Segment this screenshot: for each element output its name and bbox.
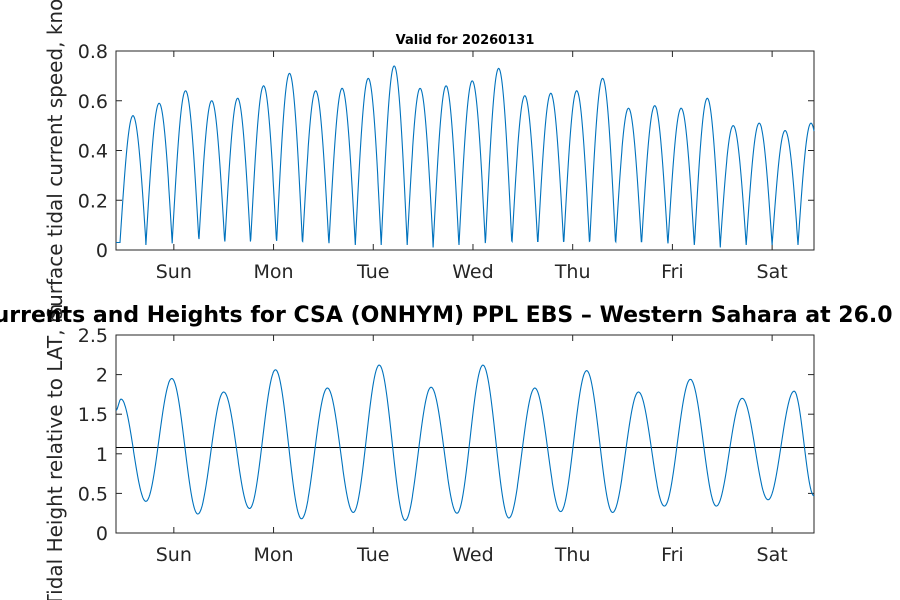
current-speed-xtick-label: Mon xyxy=(254,261,294,283)
current-speed-xtick-label: Sat xyxy=(757,261,788,283)
tidal-height-tick-group xyxy=(116,334,814,534)
current-speed-plot-area xyxy=(115,50,815,251)
tidal-height-xtick-label: Thu xyxy=(554,544,591,566)
tidal-height-ytick-label: 0 xyxy=(96,523,108,545)
current-speed-axes: 0 0.2 0.4 0.6 0.8 Sun Mon Tue Wed Thu Fri Sat Valid… xyxy=(43,0,815,320)
tidal-height-xtick-label: Sat xyxy=(757,544,788,566)
tidal-height-xtick-label: Mon xyxy=(254,544,294,566)
current-speed-title: Valid for 20260131 xyxy=(396,33,535,48)
tidal-height-ytick-label: 0.5 xyxy=(78,483,108,505)
current-speed-ylabel: Surface tidal current speed, knots xyxy=(43,0,67,320)
current-speed-xtick-label: Thu xyxy=(554,261,591,283)
tidal-height-ytick-label: 1.5 xyxy=(78,404,108,426)
current-speed-ytick-label: 0.8 xyxy=(78,41,108,63)
current-speed-xtick-label: Wed xyxy=(452,261,493,283)
current-speed-ytick-label: 0 xyxy=(96,240,108,262)
tidal-height-series-line xyxy=(115,364,815,521)
current-speed-ytick-label: 0.2 xyxy=(78,190,108,212)
tidal-height-xtick-label: Fri xyxy=(661,544,684,566)
tidal-height-plot-area xyxy=(115,334,815,534)
tidal-height-ylabel: Tidal Height relative to LAT, m xyxy=(43,304,67,600)
current-speed-tick-labels: 0 0.2 0.4 0.6 0.8 Sun Mon Tue Wed Thu Fri Sat xyxy=(78,41,788,283)
main-chart-title: Tidal Currents and Heights for CSA (ONHY… xyxy=(0,303,900,328)
tidal-height-xtick-label: Tue xyxy=(356,544,389,566)
tidal-height-xtick-label: Sun xyxy=(156,544,192,566)
current-speed-ytick-label: 0.4 xyxy=(78,141,108,163)
tidal-height-xtick-label: Wed xyxy=(452,544,493,566)
tidal-height-tick-labels: 0 0.5 1 1.5 2 2.5 Sun Mon Tue Wed Thu Fri Sat xyxy=(78,325,788,566)
current-speed-series-line xyxy=(116,65,815,248)
tidal-height-ytick-label: 2.5 xyxy=(78,325,108,347)
current-speed-xtick-label: Sun xyxy=(156,261,192,283)
tidal-height-ytick-label: 1 xyxy=(96,444,108,466)
current-speed-xtick-label: Fri xyxy=(661,261,684,283)
tidal-height-ytick-label: 2 xyxy=(96,365,108,387)
tidal-height-axes: 0 0.5 1 1.5 2 2.5 Sun Mon Tue Wed Thu Fri Sat Tidal … xyxy=(43,304,815,600)
current-speed-ytick-label: 0.6 xyxy=(78,91,108,113)
current-speed-xtick-label: Tue xyxy=(356,261,389,283)
